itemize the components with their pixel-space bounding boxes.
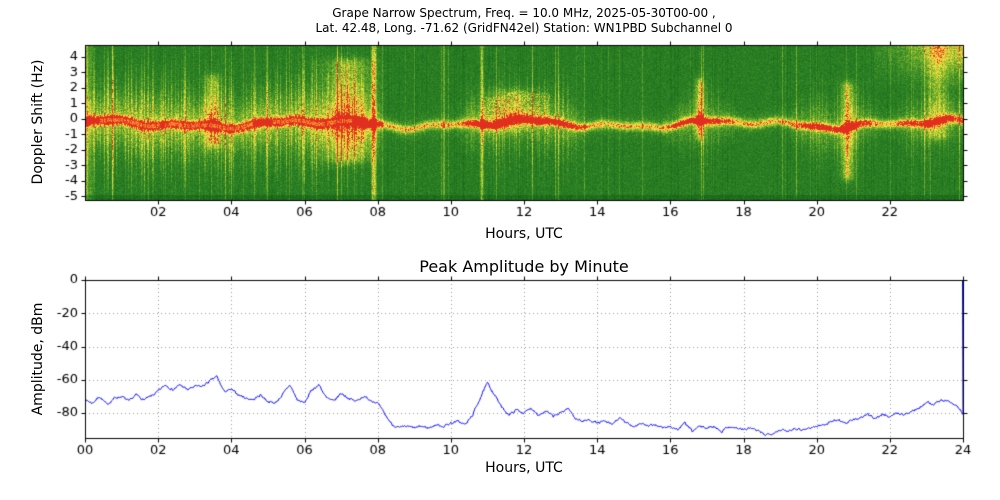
- spectrogram-canvas: [0, 0, 1000, 250]
- spectrogram-title-line2: Lat. 42.48, Long. -71.62 (GridFN42el) St…: [315, 21, 733, 35]
- spectrogram-title: Grape Narrow Spectrum, Freq. = 10.0 MHz,…: [85, 6, 963, 36]
- spectrogram-title-line1: Grape Narrow Spectrum, Freq. = 10.0 MHz,…: [332, 6, 716, 20]
- spectrogram-xlabel: Hours, UTC: [485, 226, 563, 242]
- amplitude-title: Peak Amplitude by Minute: [419, 257, 629, 276]
- amplitude-xlabel: Hours, UTC: [485, 460, 563, 476]
- amplitude-canvas: [0, 250, 1000, 500]
- amplitude-ylabel: Amplitude, dBm: [30, 302, 46, 416]
- spectrogram-ylabel: Doppler Shift (Hz): [30, 59, 46, 185]
